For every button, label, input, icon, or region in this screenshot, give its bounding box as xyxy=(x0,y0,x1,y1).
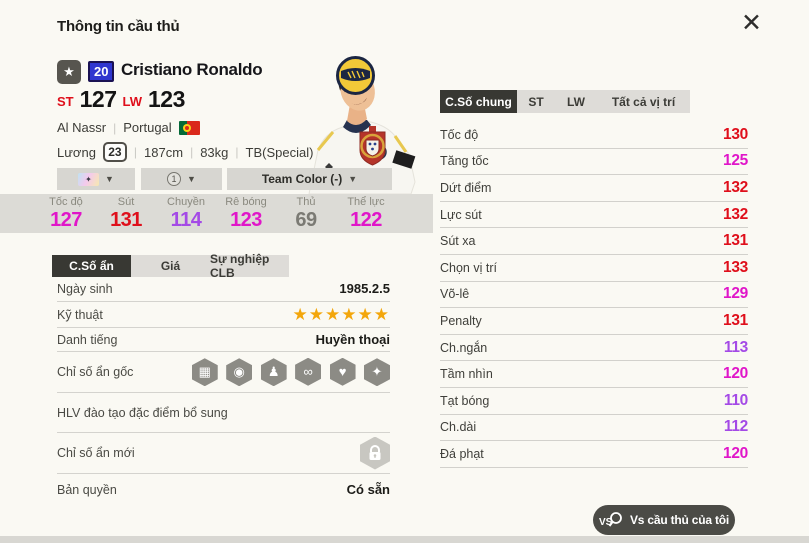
separator: | xyxy=(113,120,117,135)
team-color-value: Team Color (-) xyxy=(261,172,343,186)
tactics-board-icon: ▦ xyxy=(191,358,218,387)
compare-with-my-player-button[interactable]: VS Vs cầu thủ của tôi xyxy=(593,505,735,535)
stat-row-acceleration: Tăng tốc 125 xyxy=(440,149,748,176)
tab-general-stats[interactable]: C.Số chung xyxy=(440,90,517,113)
portugal-crest-icon xyxy=(359,126,386,166)
stat-row-shot-power: Lực sút 132 xyxy=(440,202,748,229)
favorite-star-icon[interactable]: ★ xyxy=(57,60,81,84)
enhance-level-value: 1 xyxy=(167,172,182,186)
salary-badge: 23 xyxy=(102,142,127,162)
detail-table: Ngày sinh 1985.2.5 Kỹ thuật ★★★★★★ Danh … xyxy=(57,276,390,505)
summary-stat: Tốc độ 127 xyxy=(49,196,83,231)
tab-club-career[interactable]: Sự nghiệp CLB xyxy=(210,252,270,280)
portugal-flag-icon xyxy=(178,120,200,135)
al-nassr-club-badge-icon xyxy=(336,56,375,95)
player-name: Cristiano Ronaldo xyxy=(121,60,263,79)
player-weight: 83kg xyxy=(200,144,229,160)
left-tabbar: C.Số ẩn Giá Sự nghiệp CLB xyxy=(52,252,289,280)
club-nation-line: Al Nassr | Portugal xyxy=(57,120,200,135)
position-value-st: 127 xyxy=(79,86,117,112)
hidden-origin-icons: ▦ ◉ ♟ ∞ ♥ ✦ xyxy=(188,357,390,387)
summary-stat: Thủ 69 xyxy=(295,196,317,231)
tab-lw[interactable]: LW xyxy=(567,94,585,109)
stat-row-vision: Tầm nhìn 120 xyxy=(440,361,748,388)
row-coach-traits: HLV đào tạo đặc điểm bổ sung xyxy=(57,393,390,433)
card-type: TB(Special) xyxy=(245,144,314,160)
tab-price[interactable]: Giá xyxy=(160,259,181,273)
row-technique: Kỹ thuật ★★★★★★ xyxy=(57,302,390,328)
club-name: Al Nassr xyxy=(57,120,107,135)
tab-all-positions[interactable]: Tất cả vị trí xyxy=(611,94,676,109)
lock-icon xyxy=(360,436,390,470)
vs-magnifier-icon: VS xyxy=(599,512,622,528)
player-height: 187cm xyxy=(144,144,184,160)
stat-row-positioning: Chọn vị trí 133 xyxy=(440,255,748,282)
laces-icon: ∞ xyxy=(295,357,322,386)
enhance-level-dropdown[interactable]: 1 ▼ xyxy=(141,168,222,190)
stat-row-long-shot: Sút xa 131 xyxy=(440,228,748,255)
card-grade-dropdown[interactable]: ✦ ▼ xyxy=(57,168,135,190)
stat-row-free-kick: Đá phạt 120 xyxy=(440,441,748,468)
card-grade-icon: ✦ xyxy=(78,172,100,186)
stat-row-penalty: Penalty 131 xyxy=(440,308,748,335)
row-hidden-origin: Chỉ số ẩn gốc ▦ ◉ ♟ ∞ ♥ ✦ xyxy=(57,352,390,393)
stat-row-volleys: Võ-lê 129 xyxy=(440,282,748,309)
close-icon[interactable]: ✕ xyxy=(741,9,762,37)
summary-stat: Rê bóng 123 xyxy=(225,196,267,231)
row-license: Bản quyền Có sẵn xyxy=(57,482,390,497)
chevron-down-icon: ▼ xyxy=(187,174,196,184)
nation-name: Portugal xyxy=(123,120,172,135)
stat-row-speed: Tốc độ 130 xyxy=(440,122,748,149)
salary-label: Lương xyxy=(57,144,96,160)
position-label-st: ST xyxy=(57,94,74,109)
position-value-lw: 123 xyxy=(148,86,185,112)
summary-stat: Thể lực 122 xyxy=(347,196,385,231)
stat-row-crossing: Tạt bóng 110 xyxy=(440,388,748,415)
falcon-icon: ✦ xyxy=(364,358,390,387)
svg-text:VS: VS xyxy=(599,517,613,528)
row-fame: Danh tiếng Huyền thoại xyxy=(57,328,390,352)
right-tabbar: C.Số chung ST LW Tất cả vị trí xyxy=(440,90,690,113)
stat-row-long-pass: Ch.dài 112 xyxy=(440,415,748,442)
page-title: Thông tin cầu thủ xyxy=(57,18,180,35)
tab-st[interactable]: ST xyxy=(528,94,544,109)
bottom-strip xyxy=(0,536,809,543)
detailed-stats-table: Tốc độ 130 Tăng tốc 125 Dứt điểm 132 Lực… xyxy=(440,122,748,468)
summary-stat: Chuyền 114 xyxy=(167,196,205,231)
chevron-down-icon: ▼ xyxy=(348,174,358,184)
level-badge: 20 xyxy=(88,61,115,82)
position-ratings: ST 127 LW 123 xyxy=(57,88,185,111)
row-hidden-new: Chỉ số ẩn mới xyxy=(57,433,390,474)
penalty-spot-icon: ♟ xyxy=(260,358,287,387)
bust-heart-icon: ♥ xyxy=(329,357,356,386)
boot-target-icon: ◉ xyxy=(226,358,253,387)
stat-row-short-pass: Ch.ngắn 113 xyxy=(440,335,748,362)
summary-stat: Sút 131 xyxy=(110,196,142,231)
tab-hidden-stats[interactable]: C.Số ẩn xyxy=(52,255,131,277)
chevron-down-icon: ▼ xyxy=(105,174,114,184)
technique-stars: ★★★★★★ xyxy=(292,304,390,324)
team-color-dropdown[interactable]: Team Color (-) ▼ xyxy=(227,168,392,190)
stat-row-finishing: Dứt điểm 132 xyxy=(440,175,748,202)
summary-stats-band: Tốc độ 127 Sút 131 Chuyền 114 Rê bóng 12… xyxy=(0,194,433,233)
row-birth-date: Ngày sinh 1985.2.5 xyxy=(57,276,390,302)
position-label-lw: LW xyxy=(122,94,143,109)
